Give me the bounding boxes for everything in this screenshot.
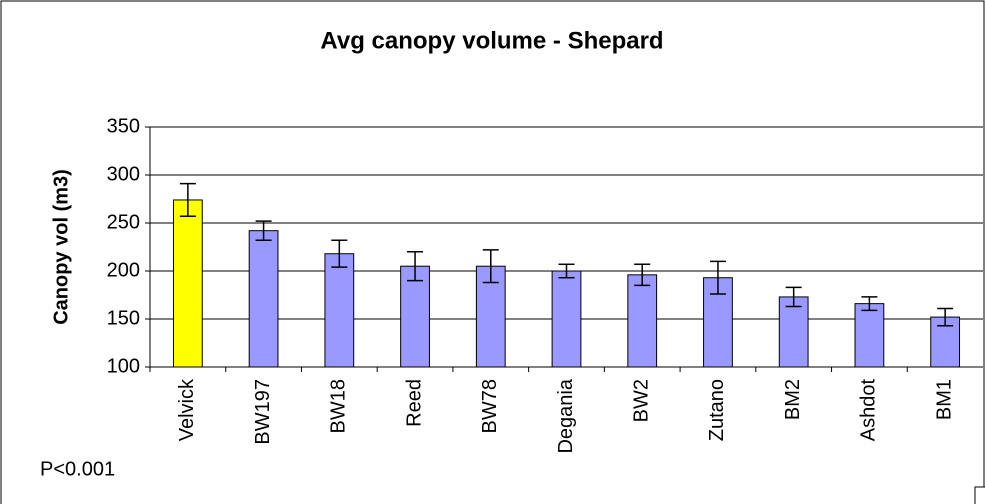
x-tick-label: BW197: [252, 379, 274, 445]
y-axis-label: Canopy vol (m3): [50, 169, 72, 325]
y-tick-label: 150: [107, 307, 140, 329]
x-tick-label: BM1: [933, 379, 955, 420]
y-tick-label: 200: [107, 259, 140, 281]
x-tick-label: Degania: [555, 378, 577, 453]
bar: [324, 253, 355, 368]
y-tick-label: 250: [107, 211, 140, 233]
bar: [400, 265, 430, 368]
chart-title: Avg canopy volume - Shepard: [320, 27, 663, 54]
legend-stub: [974, 486, 985, 504]
x-tick-label: BW18: [328, 379, 350, 433]
bar: [551, 270, 582, 368]
bar: [854, 303, 885, 368]
y-tick-label: 350: [107, 115, 140, 137]
x-tick-label: BW78: [479, 379, 501, 433]
x-tick-label: Velvick: [176, 378, 198, 441]
bar: [248, 230, 279, 368]
bar: [627, 274, 658, 368]
annotation: P<0.001: [40, 458, 115, 480]
x-tick-label: BM2: [782, 379, 804, 420]
x-tick-label: BW2: [631, 379, 653, 422]
y-tick-label: 300: [107, 163, 140, 185]
y-tick-label: 100: [107, 355, 140, 377]
x-tick-label: Reed: [403, 379, 425, 427]
x-tick-label: Zutano: [706, 379, 728, 441]
x-tick-label: Ashdot: [858, 379, 880, 442]
bar: [172, 199, 203, 368]
bar: [778, 296, 809, 368]
